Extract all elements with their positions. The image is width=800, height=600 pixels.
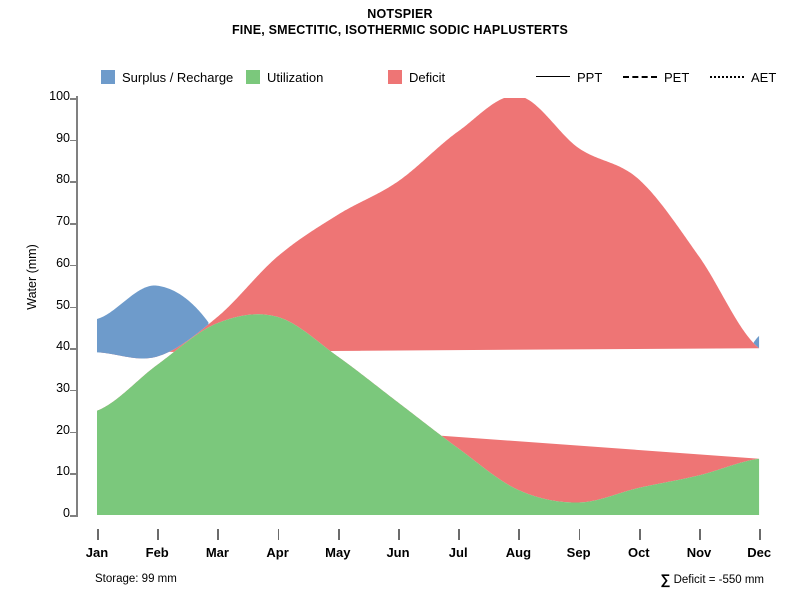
deficit-note: ∑ Deficit = -550 mm (660, 571, 764, 587)
deficit-note-text: Deficit = -550 mm (673, 574, 764, 586)
sigma-icon: ∑ (660, 571, 671, 587)
legend-label-utilization: Utilization (267, 69, 324, 85)
y-tick-label-30: 30 (56, 380, 70, 395)
y-tick-mark-10 (70, 473, 76, 475)
y-axis-ticks: 0 10 20 30 40 50 60 70 80 90 100 (0, 0, 76, 600)
legend-label-ppt: PPT (577, 69, 603, 85)
legend-item-deficit: Deficit (388, 66, 445, 88)
y-tick-label-90: 90 (56, 130, 70, 145)
x-tick-mark-dec (759, 529, 761, 540)
legend-item-surplus: Surplus / Recharge (101, 66, 233, 88)
legend-label-aet: AET (751, 69, 777, 85)
x-tick-mark-jun (398, 529, 400, 540)
x-tick-mark-aug (518, 529, 521, 540)
x-tick-mark-may (337, 529, 340, 540)
y-tick-mark-100 (70, 98, 76, 100)
solid-line-swatch-icon (536, 70, 570, 84)
x-tick-mark-oct (638, 529, 641, 540)
y-axis-line (76, 96, 78, 517)
x-tick-mark-apr (277, 529, 280, 540)
y-tick-mark-50 (70, 306, 76, 309)
x-tick-label-feb: Feb (145, 545, 169, 560)
x-tick-label-jul: Jul (448, 545, 468, 560)
y-tick-mark-0 (70, 515, 76, 517)
legend-label-deficit: Deficit (409, 69, 446, 85)
y-tick-mark-90 (70, 139, 76, 142)
y-tick-mark-20 (70, 431, 76, 434)
utilization-color-swatch-icon (246, 70, 260, 84)
legend-label-pet: PET (664, 69, 690, 85)
y-tick-label-100: 100 (49, 89, 70, 103)
storage-note: Storage: 99 mm (95, 573, 177, 585)
chart-title: NOTSPIER FINE, SMECTITIC, ISOTHERMIC SOD… (0, 6, 800, 38)
deficit-color-swatch-icon (388, 70, 402, 84)
plot-svg (97, 98, 760, 515)
surplus-recharge-area-0 (97, 285, 209, 359)
y-tick-label-20: 20 (56, 422, 70, 437)
legend-item-ppt: PPT (536, 66, 602, 88)
chart-legend: Surplus / Recharge Utilization Deficit P… (0, 66, 800, 88)
x-tick-label-sep: Sep (566, 545, 591, 560)
x-tick-label-jan: Jan (85, 545, 109, 560)
x-tick-mark-mar (217, 529, 220, 540)
x-tick-mark-sep (578, 529, 581, 540)
x-tick-label-mar: Mar (205, 545, 229, 560)
y-tick-label-80: 80 (56, 172, 70, 187)
y-tick-mark-60 (70, 264, 76, 267)
dashed-line-swatch-icon (623, 70, 657, 84)
surplus-color-swatch-icon (101, 70, 115, 84)
y-tick-label-70: 70 (56, 214, 70, 229)
y-tick-label-40: 40 (56, 339, 70, 354)
y-tick-label-50: 50 (56, 297, 70, 312)
x-tick-mark-jan (97, 529, 99, 540)
utilization-area (97, 314, 760, 515)
dotted-line-swatch-icon (710, 70, 744, 84)
y-tick-label-10: 10 (56, 464, 70, 479)
chart-title-line-1: NOTSPIER (367, 7, 433, 21)
y-tick-mark-40 (70, 348, 76, 350)
chart-title-line-2: FINE, SMECTITIC, ISOTHERMIC SODIC HAPLUS… (231, 23, 569, 37)
y-tick-mark-30 (70, 389, 76, 392)
x-tick-label-nov: Nov (686, 545, 712, 560)
x-tick-mark-jul (458, 529, 460, 540)
x-tick-label-oct: Oct (627, 545, 650, 560)
legend-item-aet: AET (710, 66, 776, 88)
x-tick-label-jun: Jun (386, 545, 410, 560)
plot-area (78, 98, 760, 515)
x-tick-mark-feb (157, 529, 159, 540)
y-tick-mark-80 (70, 181, 76, 183)
legend-item-pet: PET (623, 66, 689, 88)
legend-label-surplus: Surplus / Recharge (122, 69, 234, 85)
x-tick-label-may: May (325, 545, 351, 560)
x-tick-label-apr: Apr (266, 545, 289, 560)
x-tick-mark-nov (699, 529, 701, 540)
surplus-recharge-area-1 (753, 335, 760, 349)
y-tick-label-60: 60 (56, 255, 70, 270)
x-tick-label-aug: Aug (505, 545, 532, 560)
y-tick-mark-70 (70, 223, 76, 225)
x-tick-label-dec: Dec (747, 545, 772, 560)
y-tick-label-0: 0 (63, 506, 70, 520)
legend-item-utilization: Utilization (246, 66, 323, 88)
